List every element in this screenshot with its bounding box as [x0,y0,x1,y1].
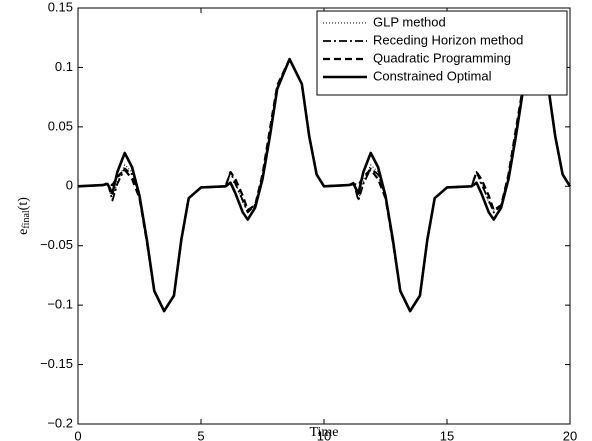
x-tick-label: 15 [440,428,454,441]
x-tick-label: 0 [74,428,81,441]
plot-frame [77,7,571,425]
series-line [77,57,572,313]
y-tick-label: 0 [66,178,73,193]
y-label-base: e [16,229,31,235]
y-tick-label: −0.05 [40,237,73,252]
y-tick-label: −0.2 [47,415,73,430]
y-tick-label: 0.1 [55,59,73,74]
x-tick-label: 10 [317,428,331,441]
legend-label: Constrained Optimal [373,68,492,83]
y-tick-label: −0.1 [47,297,73,312]
y-tick-label: −0.15 [40,356,73,371]
y-label-suffix: (t) [16,197,31,211]
y-tick-label: 0.15 [48,0,73,14]
y-label-subscript: final [21,210,32,229]
y-tick-label: 0.05 [48,118,73,133]
x-axis-label: Time [309,425,338,440]
x-tick-label: 20 [563,428,577,441]
legend-label: Receding Horizon method [373,32,523,47]
legend-box [316,10,568,96]
legend-label: GLP method [373,14,446,29]
y-axis-label: efinal(t) [16,197,32,235]
legend-label: Quadratic Programming [373,50,511,65]
x-tick-label: 5 [197,428,204,441]
